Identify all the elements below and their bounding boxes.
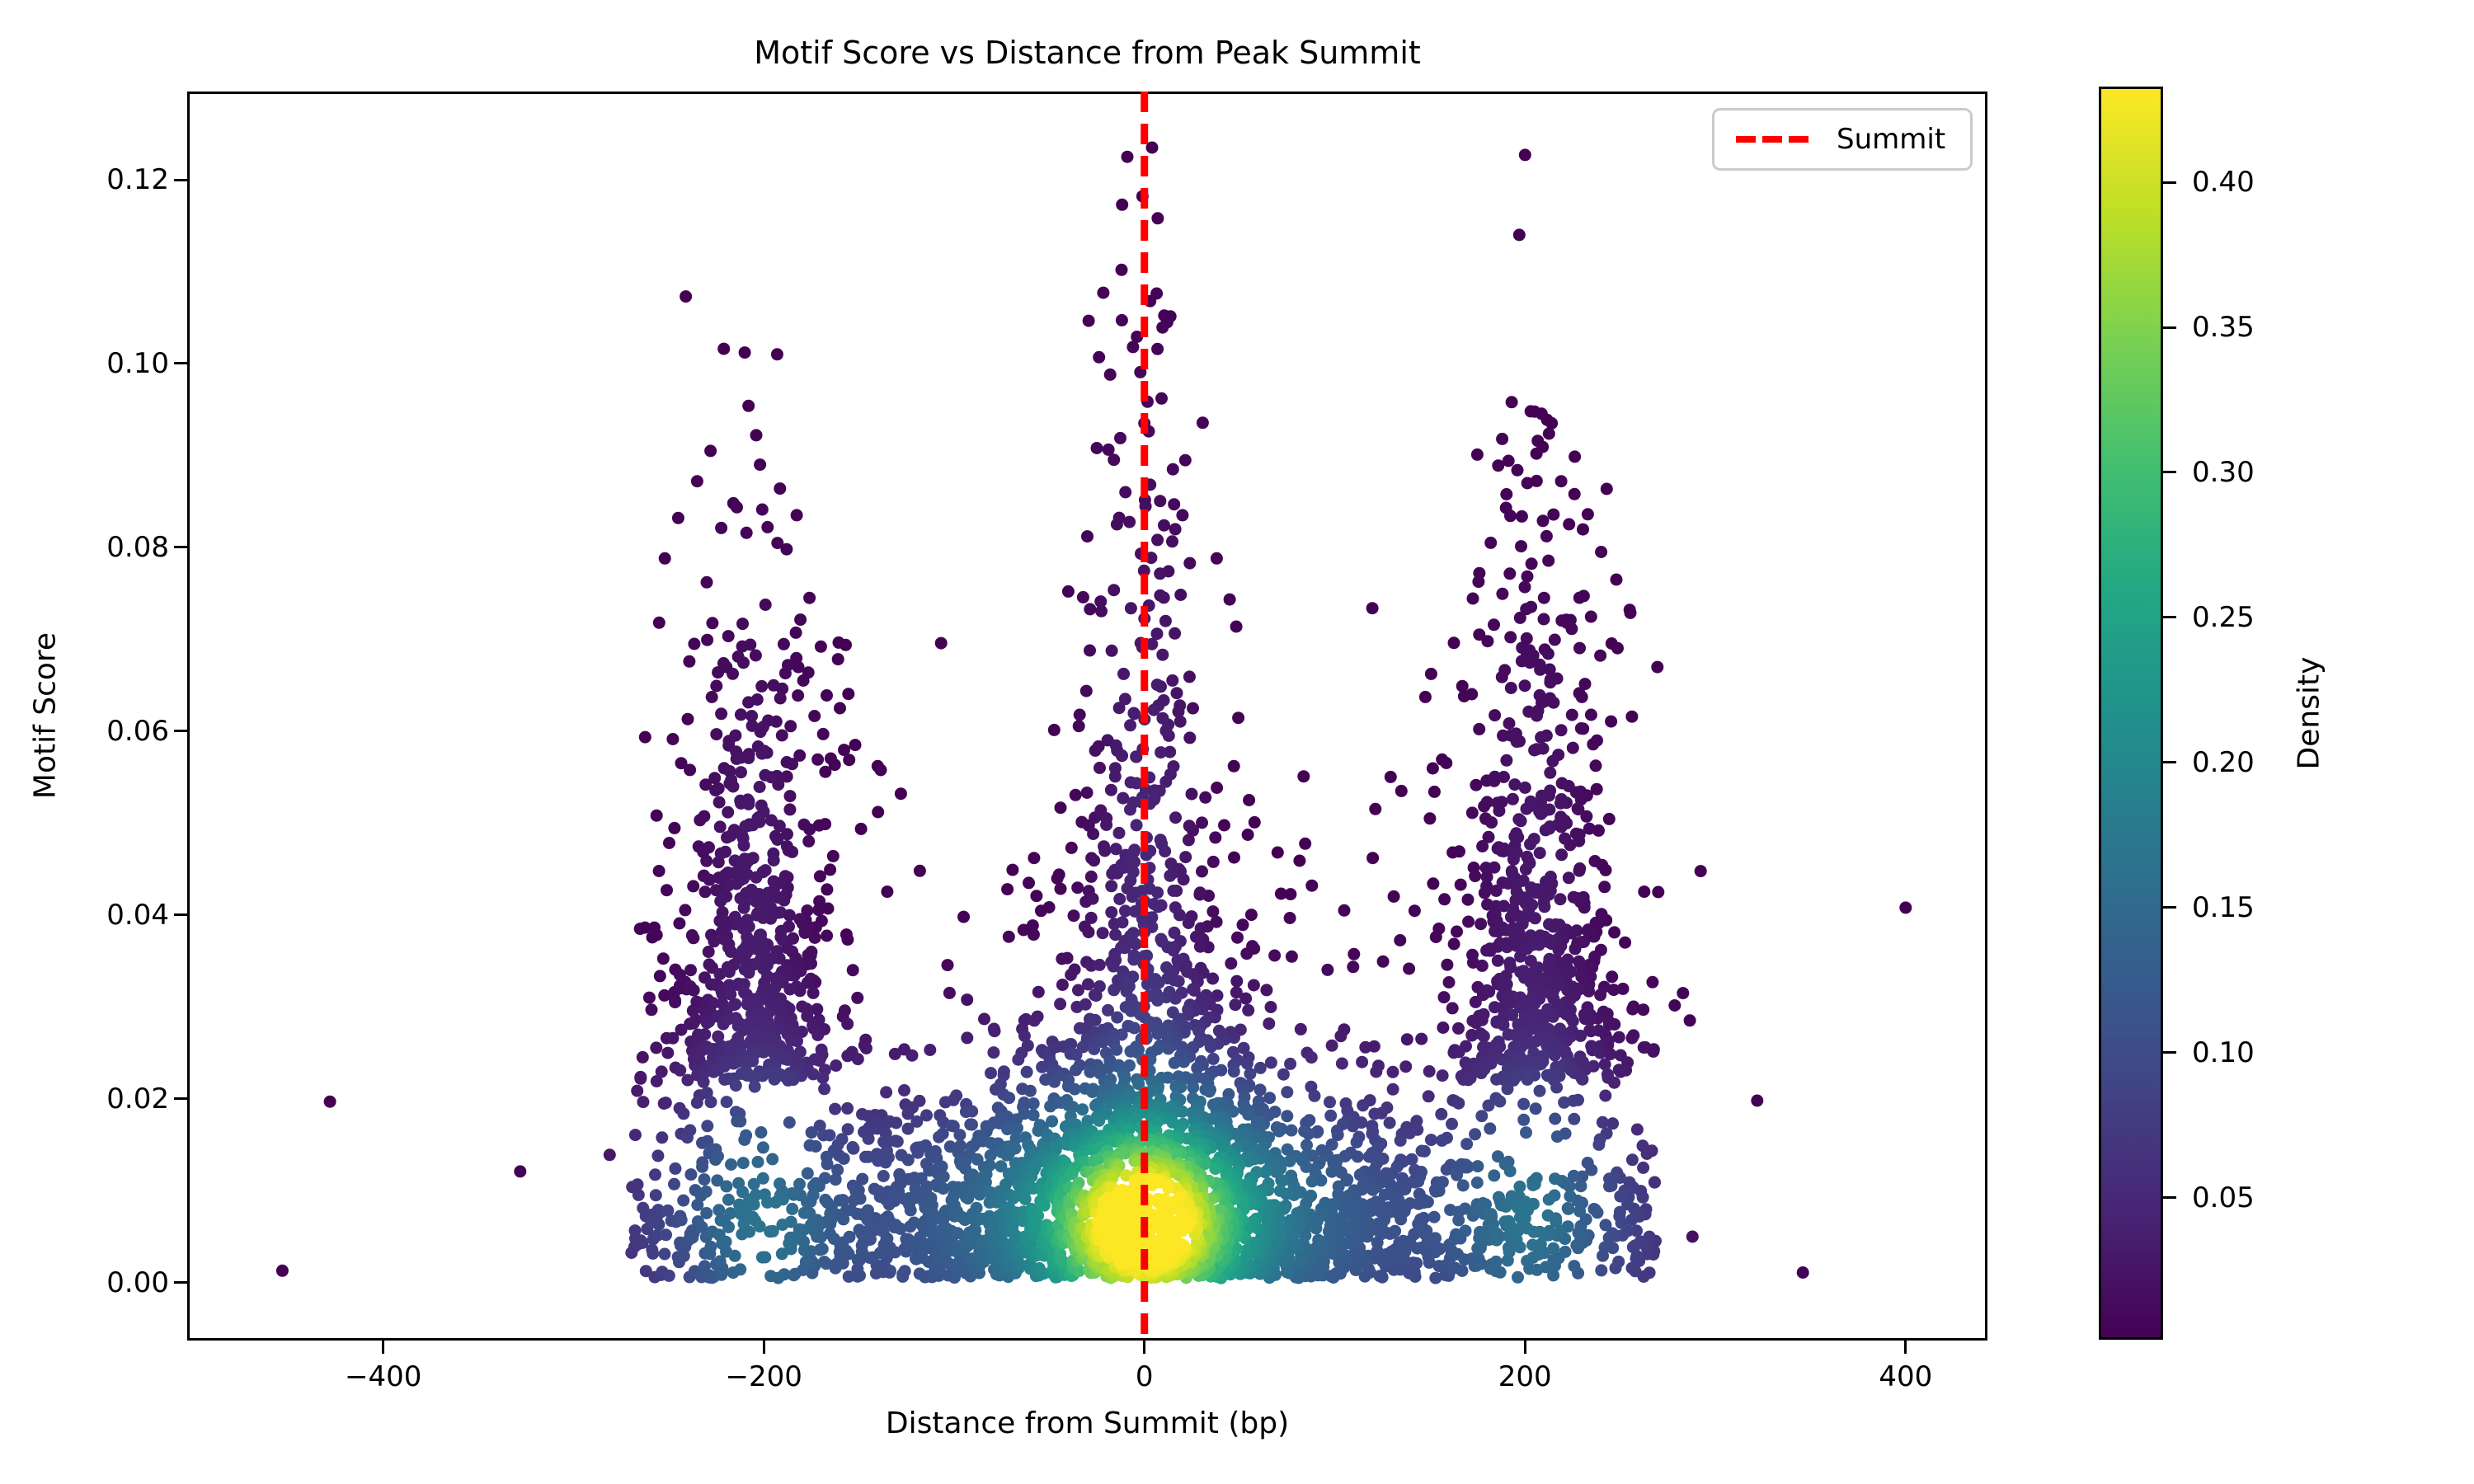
summit-dashed-line-sample (1736, 136, 1808, 143)
colorbar-tick-label: 0.40 (2192, 166, 2255, 200)
x-tick-label: 400 (1879, 1360, 1933, 1393)
x-tick-mark (762, 1341, 765, 1354)
x-tick-label: 0 (1135, 1360, 1154, 1393)
colorbar-tick-mark (2163, 616, 2176, 619)
y-tick-label: 0.02 (106, 1082, 169, 1115)
x-tick-mark (1143, 1341, 1146, 1354)
x-tick-label: 200 (1498, 1360, 1552, 1393)
x-tick-label: −200 (725, 1360, 802, 1393)
y-tick-label: 0.04 (106, 898, 169, 932)
x-tick-mark (382, 1341, 385, 1354)
x-tick-mark (1904, 1341, 1907, 1354)
y-tick-mark (174, 913, 187, 917)
x-tick-mark (1523, 1341, 1526, 1354)
scatter-layer (275, 92, 1912, 1341)
x-tick-label: −400 (344, 1360, 422, 1393)
colorbar-tick-label: 0.35 (2192, 311, 2255, 345)
chart-title: Motif Score vs Distance from Peak Summit (754, 35, 1421, 71)
x-axis-label: Distance from Summit (bp) (885, 1407, 1290, 1440)
y-tick-label: 0.08 (106, 530, 169, 564)
y-tick-label: 0.06 (106, 714, 169, 748)
colorbar-tick-mark (2163, 761, 2176, 764)
colorbar-tick-mark (2163, 181, 2176, 184)
y-tick-label: 0.10 (106, 346, 169, 380)
colorbar-tick-label: 0.05 (2192, 1181, 2255, 1214)
colorbar-tick-label: 0.25 (2192, 600, 2255, 634)
legend-label: Summit (1837, 123, 1946, 156)
y-tick-mark (174, 362, 187, 365)
y-tick-label: 0.12 (106, 163, 169, 197)
y-tick-mark (174, 546, 187, 549)
plot-area (187, 92, 1987, 1341)
y-tick-mark (174, 1097, 187, 1101)
colorbar-tick-mark (2163, 471, 2176, 474)
colorbar-tick-mark (2163, 1196, 2176, 1200)
y-tick-mark (174, 178, 187, 181)
colorbar-tick-label: 0.10 (2192, 1036, 2255, 1069)
colorbar-tick-label: 0.15 (2192, 890, 2255, 924)
y-tick-mark (174, 1281, 187, 1284)
colorbar-tick-label: 0.20 (2192, 745, 2255, 779)
colorbar-tick-label: 0.30 (2192, 455, 2255, 489)
colorbar-tick-mark (2163, 906, 2176, 909)
colorbar-tick-mark (2163, 1051, 2176, 1054)
colorbar-tick-mark (2163, 326, 2176, 329)
legend: Summit (1712, 108, 1973, 171)
y-tick-label: 0.00 (106, 1266, 169, 1299)
colorbar (2099, 87, 2163, 1340)
y-tick-mark (174, 730, 187, 733)
